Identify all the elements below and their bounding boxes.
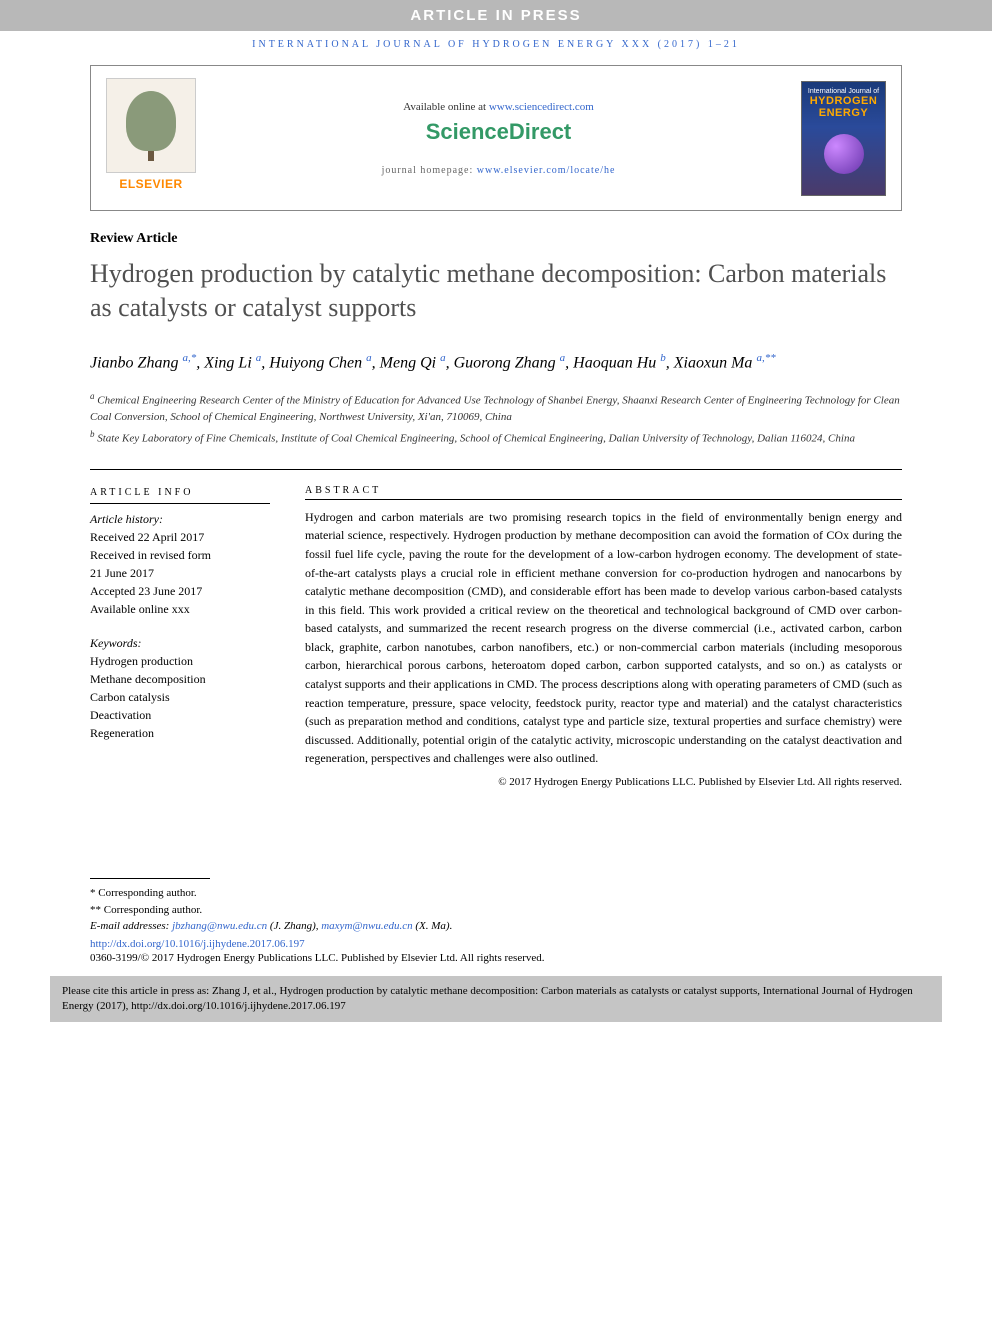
author-7: Xiaoxun Ma	[674, 354, 753, 371]
article-type: Review Article	[90, 231, 902, 247]
affiliations: a Chemical Engineering Research Center o…	[90, 390, 902, 447]
sciencedirect-link[interactable]: www.sciencedirect.com	[489, 101, 594, 113]
affil-b-text: State Key Laboratory of Fine Chemicals, …	[97, 432, 855, 444]
author-6: Haoquan Hu	[573, 354, 656, 371]
author-2-mark: a	[256, 352, 262, 364]
cover-hydrogen-text: HYDROGEN	[802, 95, 885, 107]
email-1-link[interactable]: jbzhang@nwu.edu.cn	[172, 920, 267, 932]
cover-journal-text: International Journal of	[802, 82, 885, 95]
corr2-mark: **	[90, 904, 101, 916]
article-title: Hydrogen production by catalytic methane…	[90, 257, 902, 325]
authors-list: Jianbo Zhang a,*, Xing Li a, Huiyong Che…	[90, 350, 902, 375]
citation-text: Please cite this article in press as: Zh…	[62, 985, 913, 1012]
author-1-mark: a,*	[182, 352, 196, 364]
cover-energy-text: ENERGY	[802, 107, 885, 119]
keyword-5: Regeneration	[90, 724, 270, 742]
author-6-mark: b	[660, 352, 666, 364]
tree-shape-icon	[126, 91, 176, 151]
author-4: Meng Qi	[380, 354, 436, 371]
email-label: E-mail addresses:	[90, 920, 172, 932]
journal-cover-thumbnail: International Journal of HYDROGEN ENERGY	[801, 81, 886, 196]
elsevier-logo: ELSEVIER	[106, 78, 196, 198]
homepage-line: journal homepage: www.elsevier.com/locat…	[206, 165, 791, 176]
abstract-heading: ABSTRACT	[305, 485, 902, 500]
content-area: Review Article Hydrogen production by ca…	[0, 231, 992, 788]
keywords-label: Keywords:	[90, 634, 270, 652]
article-info-column: ARTICLE INFO Article history: Received 2…	[90, 485, 270, 788]
accepted-date: Accepted 23 June 2017	[90, 582, 270, 600]
affil-a-mark: a	[90, 391, 95, 401]
corr1-mark: *	[90, 887, 96, 899]
citation-box: Please cite this article in press as: Zh…	[50, 976, 942, 1023]
corr1-text: Corresponding author.	[98, 887, 196, 899]
email-2-name: (X. Ma).	[413, 920, 453, 932]
abstract-text: Hydrogen and carbon materials are two pr…	[305, 508, 902, 768]
revised-line2: 21 June 2017	[90, 564, 270, 582]
email-2-link[interactable]: maxym@nwu.edu.cn	[321, 920, 412, 932]
doi-line: http://dx.doi.org/10.1016/j.ijhydene.201…	[90, 938, 902, 950]
affiliation-a: a Chemical Engineering Research Center o…	[90, 390, 902, 426]
available-text: Available online at	[403, 101, 489, 113]
page-container: ARTICLE IN PRESS INTERNATIONAL JOURNAL O…	[0, 0, 992, 1022]
article-info-heading: ARTICLE INFO	[90, 485, 270, 504]
email-line: E-mail addresses: jbzhang@nwu.edu.cn (J.…	[90, 918, 902, 935]
homepage-text: journal homepage:	[382, 165, 477, 176]
footer-divider	[90, 878, 210, 879]
online-date: Available online xxx	[90, 600, 270, 618]
author-4-mark: a	[440, 352, 446, 364]
footer-section: * Corresponding author. ** Corresponding…	[0, 878, 992, 964]
sciencedirect-brand: ScienceDirect	[206, 119, 791, 145]
email-1-name: (J. Zhang),	[267, 920, 321, 932]
revised-line1: Received in revised form	[90, 546, 270, 564]
author-5-mark: a	[560, 352, 566, 364]
elsevier-label: ELSEVIER	[106, 177, 196, 191]
abstract-column: ABSTRACT Hydrogen and carbon materials a…	[305, 485, 902, 788]
keyword-4: Deactivation	[90, 706, 270, 724]
affiliation-b: b State Key Laboratory of Fine Chemicals…	[90, 428, 902, 447]
keywords-block: Keywords: Hydrogen production Methane de…	[90, 634, 270, 742]
author-3: Huiyong Chen	[269, 354, 362, 371]
doi-link[interactable]: http://dx.doi.org/10.1016/j.ijhydene.201…	[90, 938, 305, 950]
author-7-mark: a,**	[756, 352, 775, 364]
press-text: ARTICLE IN PRESS	[0, 4, 992, 27]
received-date: Received 22 April 2017	[90, 528, 270, 546]
keyword-2: Methane decomposition	[90, 670, 270, 688]
corr2-text: Corresponding author.	[104, 904, 202, 916]
press-banner: ARTICLE IN PRESS	[0, 0, 992, 31]
author-5: Guorong Zhang	[454, 354, 556, 371]
info-abstract-row: ARTICLE INFO Article history: Received 2…	[90, 485, 902, 788]
history-label: Article history:	[90, 510, 270, 528]
keyword-1: Hydrogen production	[90, 652, 270, 670]
cover-orb-icon	[824, 134, 864, 174]
elsevier-tree-icon	[106, 78, 196, 173]
keyword-3: Carbon catalysis	[90, 688, 270, 706]
affil-b-mark: b	[90, 429, 95, 439]
corresponding-author-1: * Corresponding author.	[90, 885, 902, 902]
available-online-line: Available online at www.sciencedirect.co…	[206, 101, 791, 113]
author-1: Jianbo Zhang	[90, 354, 178, 371]
author-3-mark: a	[366, 352, 372, 364]
author-2: Xing Li	[204, 354, 252, 371]
header-center: Available online at www.sciencedirect.co…	[196, 101, 801, 176]
history-block: Article history: Received 22 April 2017 …	[90, 510, 270, 618]
affil-a-text: Chemical Engineering Research Center of …	[90, 395, 900, 424]
issn-copyright: 0360-3199/© 2017 Hydrogen Energy Publica…	[90, 952, 902, 964]
journal-reference: INTERNATIONAL JOURNAL OF HYDROGEN ENERGY…	[0, 31, 992, 65]
section-divider	[90, 469, 902, 470]
homepage-link[interactable]: www.elsevier.com/locate/he	[477, 165, 616, 176]
abstract-copyright: © 2017 Hydrogen Energy Publications LLC.…	[305, 776, 902, 788]
corresponding-author-2: ** Corresponding author.	[90, 902, 902, 919]
header-box: ELSEVIER Available online at www.science…	[90, 65, 902, 211]
